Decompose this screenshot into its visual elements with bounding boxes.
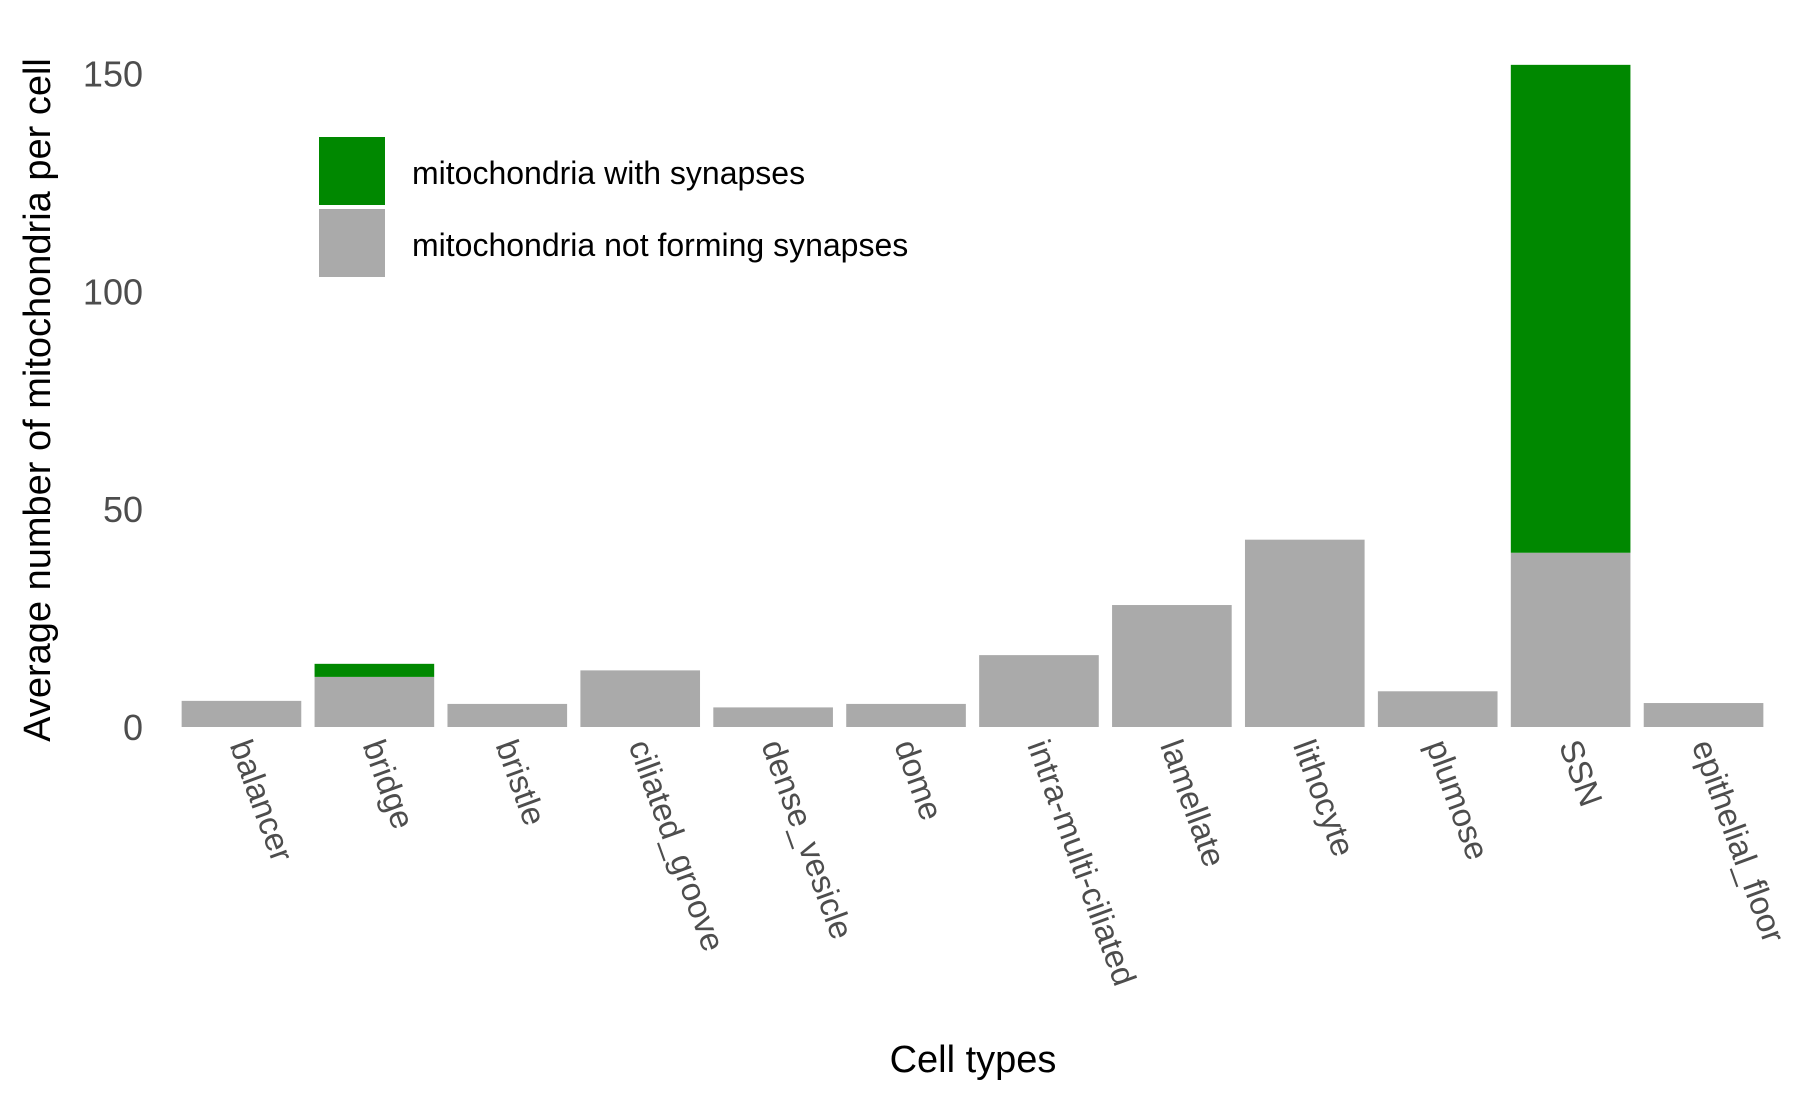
x-tick-label: bristle xyxy=(489,735,554,830)
legend-label-not-forming-synapses: mitochondria not forming synapses xyxy=(412,227,908,263)
y-tick-label: 100 xyxy=(83,271,143,312)
y-tick-label: 150 xyxy=(83,54,143,95)
x-tick-label: balancer xyxy=(223,735,301,867)
y-axis-ticks: 0 50 100 150 xyxy=(83,54,143,748)
bar-balancer-not-forming-synapses xyxy=(181,700,302,727)
x-tick-label: SSN xyxy=(1552,735,1610,811)
legend-swatch-not-forming-synapses xyxy=(319,209,385,277)
bar-SSN-not-forming-synapses xyxy=(1510,552,1631,727)
x-tick-label: ciliated_groove xyxy=(622,735,733,956)
y-tick-label: 0 xyxy=(123,707,143,748)
bar-ciliated_groove-not-forming-synapses xyxy=(580,670,701,727)
x-tick-label: epithelial_floor xyxy=(1685,735,1793,948)
x-axis-title: Cell types xyxy=(890,1039,1057,1081)
bar-intra-multi-ciliated-not-forming-synapses xyxy=(979,655,1099,727)
x-tick-label: intra-multi-ciliated xyxy=(1020,735,1143,991)
x-tick-label: dome xyxy=(887,735,950,825)
legend-label-with-synapses: mitochondria with synapses xyxy=(412,155,805,191)
bar-lamellate-not-forming-synapses xyxy=(1112,605,1232,727)
x-tick-label: dense_vesicle xyxy=(755,735,861,944)
x-tick-label: lithocyte xyxy=(1286,735,1362,861)
bar-bridge-with-synapses xyxy=(314,663,435,677)
x-tick-label: plumose xyxy=(1419,735,1496,865)
y-axis-title: Average number of mitochondria per cell xyxy=(17,58,59,742)
x-axis-labels: balancer bridge bristle ciliated_groove dens… xyxy=(223,735,1793,991)
legend: mitochondria with synapses mitochondria … xyxy=(319,137,908,277)
bar-plumose-not-forming-synapses xyxy=(1377,691,1498,727)
bar-SSN-with-synapses xyxy=(1510,64,1631,553)
bar-dense_vesicle-not-forming-synapses xyxy=(713,707,833,727)
x-tick-label: bridge xyxy=(356,735,422,834)
x-tick-label: lamellate xyxy=(1153,735,1233,872)
bar-bridge-not-forming-synapses xyxy=(314,676,435,727)
bar-epithelial_floor-not-forming-synapses xyxy=(1643,703,1764,727)
legend-swatch-with-synapses xyxy=(319,137,385,205)
bar-dome-not-forming-synapses xyxy=(846,703,966,727)
y-tick-label: 50 xyxy=(103,489,143,530)
bars xyxy=(181,64,1764,727)
bar-lithocyte-not-forming-synapses xyxy=(1244,539,1365,727)
bar-bristle-not-forming-synapses xyxy=(447,703,568,727)
